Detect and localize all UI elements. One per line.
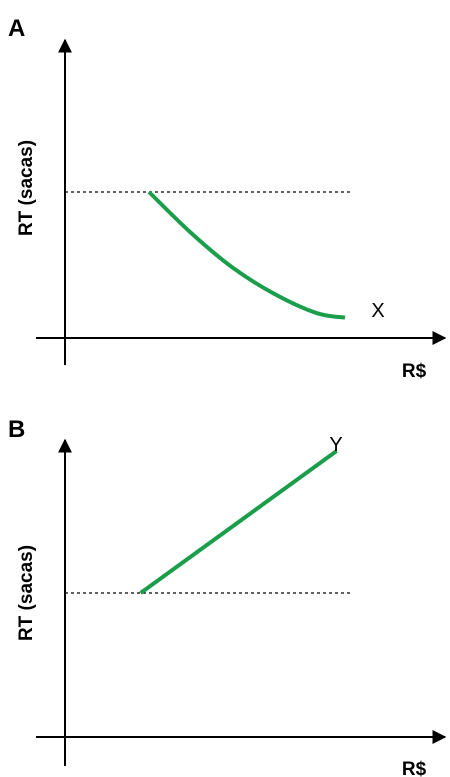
panel-a-series-label: X <box>371 300 384 322</box>
panel-a: A RT (sacas) R$ X <box>8 15 447 382</box>
panel-b-x-label: R$ <box>402 759 427 777</box>
panel-a-curve-x <box>147 190 346 320</box>
panel-b-y-label: RT (sacas) <box>16 545 37 641</box>
panel-b-letter: B <box>8 416 25 443</box>
panel-b-series-label: Y <box>329 434 342 456</box>
panel-a-letter: A <box>8 15 25 42</box>
panel-a-y-label: RT (sacas) <box>16 140 37 236</box>
panel-b: B RT (sacas) R$ Y <box>8 416 447 777</box>
panel-b-line-y <box>139 449 338 595</box>
panel-a-x-label: R$ <box>402 361 427 382</box>
